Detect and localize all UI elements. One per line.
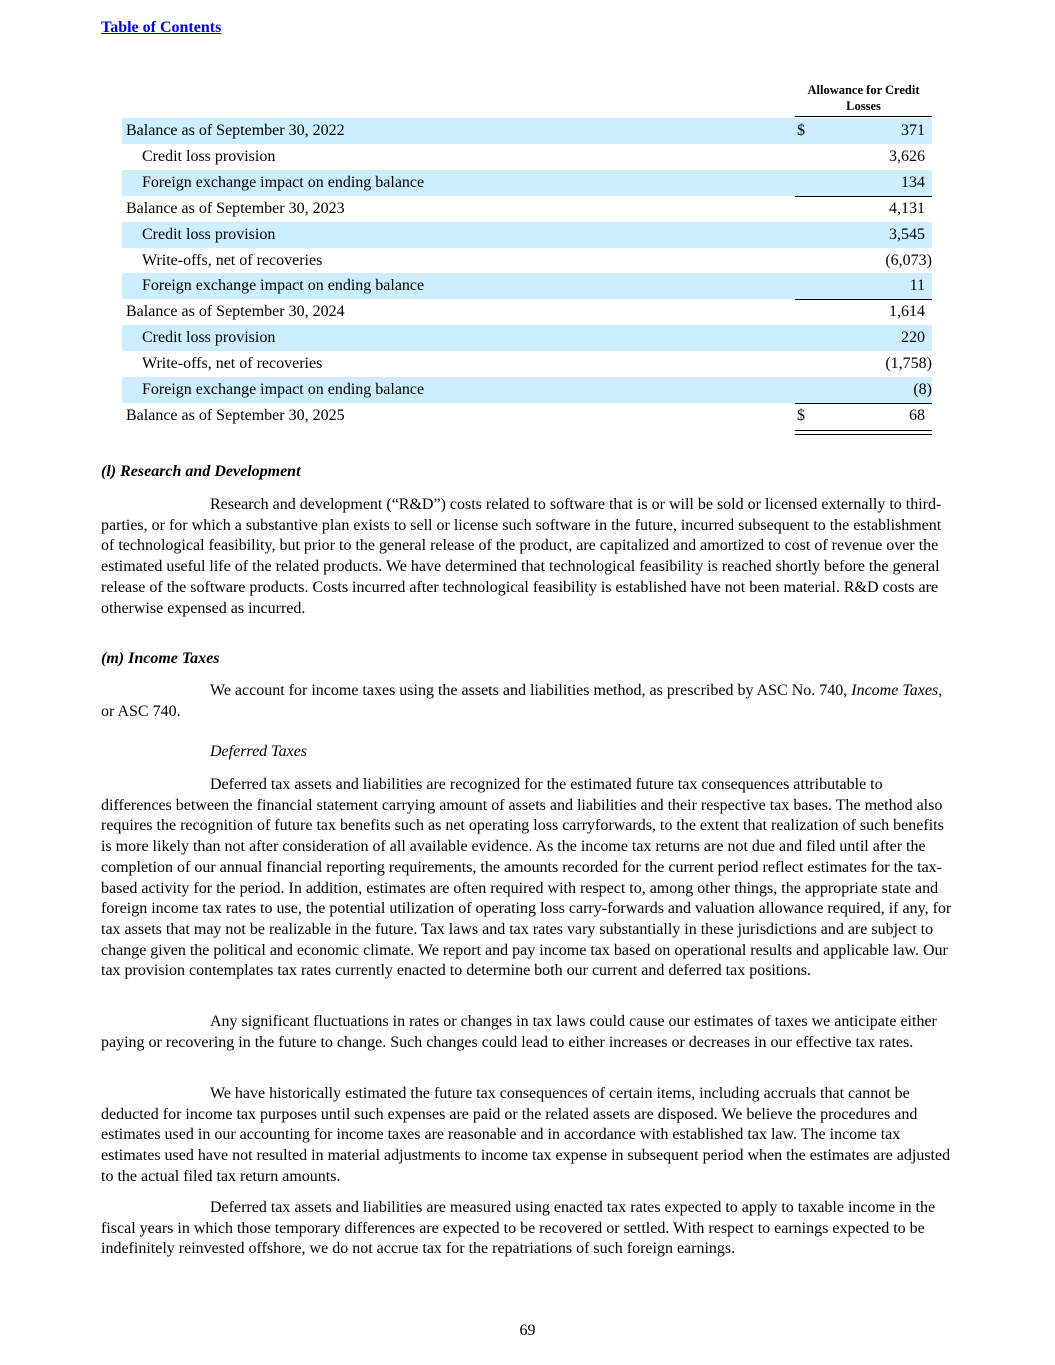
table-row: Credit loss provision 3,626 [122,144,932,170]
row-value: 4,131 [889,199,925,217]
row-label: Balance as of September 30, 2024 [126,303,345,321]
text: We account for income taxes using the as… [210,682,852,699]
row-label: Write-offs, net of recoveries [142,355,323,373]
row-label: Write-offs, net of recoveries [142,251,323,269]
row-label: Foreign exchange impact on ending balanc… [142,173,425,191]
row-value: 1,614 [889,303,925,321]
row-label: Balance as of September 30, 2023 [126,199,345,217]
row-value: 11 [909,277,925,295]
paragraph-deferred-4: Deferred tax assets and liabilities are … [101,1199,936,1258]
table-row: Foreign exchange impact on ending balanc… [122,377,932,403]
subtotal-rule [795,403,932,404]
table-row: Write-offs, net of recoveries (6,073) [122,248,932,274]
total-double-rule [795,429,932,435]
row-label: Credit loss provision [142,225,276,243]
paragraph-deferred-3: We have historically estimated the futur… [101,1085,951,1185]
table-row: Balance as of September 30, 2025 $68 [122,403,932,429]
row-label: Credit loss provision [142,329,276,347]
table-of-contents-link[interactable]: Table of Contents [101,19,222,36]
paragraph-deferred-2: Any significant fluctuations in rates or… [101,1013,937,1051]
subheading-deferred-taxes: Deferred Taxes [210,743,308,760]
table-row: Credit loss provision 3,545 [122,221,932,248]
row-value: 371 [901,122,925,139]
subtotal-rule [795,195,932,197]
table-row: Balance as of September 30, 2024 1,614 [122,299,932,325]
row-value: 3,545 [889,225,925,243]
section-heading-income-taxes: (m) Income Taxes [101,650,220,667]
row-label: Credit loss provision [142,147,276,165]
table-row: Foreign exchange impact on ending balanc… [122,169,932,196]
text: , or ASC 740. [101,682,943,720]
paragraph-income-taxes: We account for income taxes using the as… [101,681,957,722]
row-value: 3,626 [889,147,925,165]
paragraph-deferred-1: Deferred tax assets and liabilities are … [101,776,952,980]
row-value: 134 [901,173,925,191]
table-row: Balance as of September 30, 2022 $371 [122,118,932,144]
row-label: Foreign exchange impact on ending balanc… [142,381,425,398]
row-label: Foreign exchange impact on ending balanc… [142,277,425,295]
row-label: Balance as of September 30, 2022 [126,122,345,139]
italic-text: Income Taxes [851,682,939,699]
section-heading-rd: (l) Research and Development [101,463,301,480]
row-value: (8) [913,381,932,398]
table-row: Balance as of September 30, 2023 4,131 [122,196,932,222]
row-value: 220 [901,329,925,347]
row-value: 68 [909,406,925,424]
column-header: Allowance for Credit Losses [795,82,932,117]
page-number: 69 [519,1322,536,1339]
paragraph-rd: Research and development (“R&D”) costs r… [101,496,942,617]
row-value: (1,758) [885,355,932,373]
subtotal-rule [795,299,932,301]
currency-symbol: $ [797,122,805,139]
currency-symbol: $ [797,406,805,424]
row-label: Balance as of September 30, 2025 [126,406,345,424]
table-row: Write-offs, net of recoveries (1,758) [122,351,932,377]
table-row: Foreign exchange impact on ending balanc… [122,273,932,300]
row-value: (6,073) [885,251,932,269]
table-row: Credit loss provision 220 [122,325,932,352]
